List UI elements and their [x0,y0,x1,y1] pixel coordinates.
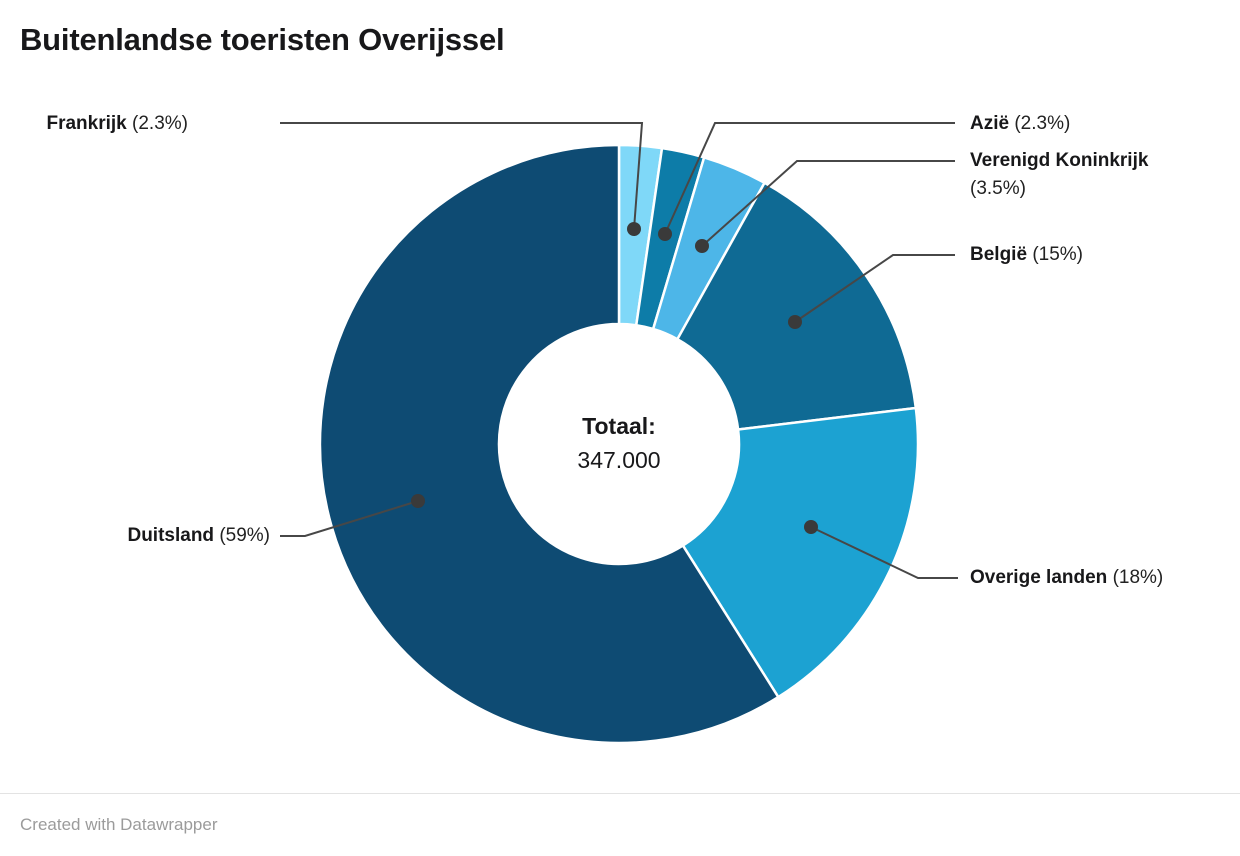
leader-dot-azi [658,227,672,241]
datawrapper-credit-link[interactable]: Created with Datawrapper [20,815,218,834]
center-value: 347.000 [577,447,661,473]
slice-pct: (3.5%) [970,178,1026,199]
leader-line-belgi [794,254,955,323]
slice-pct: (59%) [219,525,270,546]
leader-line-azi [664,122,955,235]
slice-label-overige-landen: Overige landen (18%) [970,564,1163,592]
slice-label-duitsland: Duitsland (59%) [127,522,270,550]
leader-dot-belgi [788,315,802,329]
donut-center-label: Totaal: 347.000 [577,409,660,477]
pie-slice-overige-landen[interactable] [681,406,920,699]
slice-label-azie: Azië (2.3%) [970,110,1070,138]
slice-pct: (15%) [1032,244,1083,265]
slice-label-belgie: België (15%) [970,241,1083,269]
leader-dot-verenigd-koninkrijk [695,239,709,253]
leader-line-frankrijk [280,122,644,230]
slice-label-verenigd-koninkrijk: Verenigd Koninkrijk (3.5%) [970,147,1185,203]
slice-label-frankrijk: Frankrijk (2.3%) [46,110,188,138]
leader-dot-frankrijk [627,222,641,236]
slice-name: Azië [970,113,1010,134]
leader-line-verenigd-koninkrijk [701,160,955,247]
chart-title: Buitenlandse toeristen Overijssel [20,22,505,57]
slice-name: Overige landen [970,567,1108,588]
leader-dot-overige-landen [804,520,818,534]
center-heading: Totaal: [582,413,656,439]
pie-slice-belgi[interactable] [676,181,918,431]
pie-slice-duitsland[interactable] [318,143,780,745]
slice-name: Frankrijk [46,113,127,134]
slice-pct: (2.3%) [1014,113,1071,134]
slice-pct: (18%) [1112,567,1164,588]
leader-line-overige-landen [810,526,958,579]
slice-name: Duitsland [127,525,215,546]
leader-dot-duitsland [411,494,425,508]
slice-name: Verenigd Koninkrijk [970,150,1149,171]
slice-name: België [970,244,1028,265]
leader-line-duitsland [280,500,419,537]
slice-pct: (2.3%) [132,113,188,134]
footer: Created with Datawrapper [0,793,1240,856]
